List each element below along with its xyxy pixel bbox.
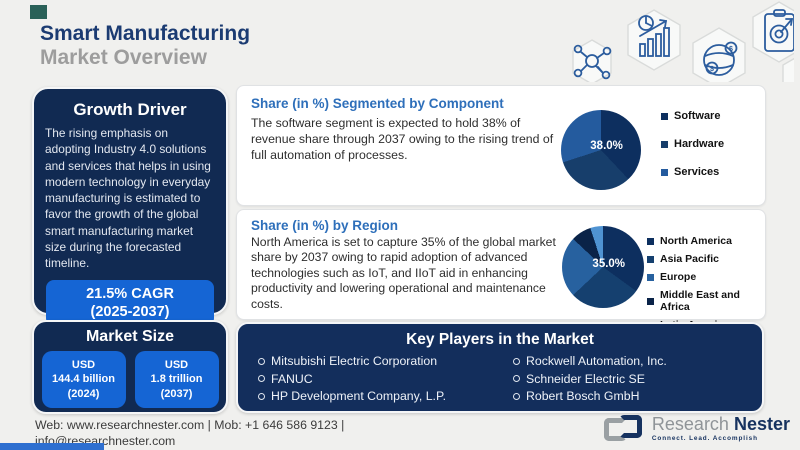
hexagon-outline bbox=[627, 9, 681, 71]
component-legend: Software Hardware Services bbox=[661, 110, 724, 194]
growth-chart-icon bbox=[638, 15, 670, 57]
cagr-badge: 21.5% CAGR (2025-2037) bbox=[46, 279, 214, 326]
market-size-value: 1.8 trillion bbox=[150, 373, 203, 386]
hexagon-outline bbox=[752, 1, 794, 63]
key-players-title: Key Players in the Market bbox=[406, 331, 594, 348]
region-pie-label: 35.0% bbox=[592, 257, 626, 270]
research-nester-logo: Research Nester Connect. Lead. Accomplis… bbox=[603, 413, 790, 442]
page-title-line1: Smart Manufacturing bbox=[40, 22, 251, 45]
key-player-item: Schneider Electric SE bbox=[513, 372, 667, 386]
svg-text:$: $ bbox=[729, 46, 733, 53]
growth-driver-text: The rising emphasis on adopting Industry… bbox=[45, 126, 211, 271]
key-player-item: Mitsubishi Electric Corporation bbox=[258, 354, 513, 368]
bullet-icon bbox=[258, 392, 265, 400]
page-title: Smart Manufacturing Market Overview bbox=[40, 22, 250, 71]
region-share-text: North America is set to capture 35% of t… bbox=[251, 235, 556, 311]
legend-label: Services bbox=[674, 166, 720, 178]
component-share-heading: Share (in %) Segmented by Component bbox=[251, 96, 504, 111]
bullet-icon bbox=[513, 375, 520, 382]
bullet-icon bbox=[258, 357, 265, 365]
market-size-panel: Market Size USD 144.4 billion (2024) USD… bbox=[32, 320, 228, 414]
component-pie-chart: 38.0% bbox=[561, 110, 641, 190]
market-size-year: (2037) bbox=[160, 387, 193, 400]
legend-swatch bbox=[661, 168, 668, 176]
growth-driver-panel: Growth Driver The rising emphasis on ado… bbox=[32, 87, 228, 326]
legend-swatch bbox=[647, 273, 654, 281]
legend-swatch bbox=[647, 237, 654, 245]
legend-item: Software bbox=[661, 110, 724, 122]
hexagon-decor: $ $ bbox=[572, 1, 794, 82]
market-size-currency: USD bbox=[71, 359, 96, 372]
region-pie-chart: 35.0% bbox=[562, 226, 644, 308]
market-size-2037-box: USD 1.8 trillion (2037) bbox=[134, 351, 219, 408]
cagr-period: (2025-2037) bbox=[90, 303, 170, 320]
teal-accent-square bbox=[30, 5, 47, 19]
target-clipboard-icon bbox=[764, 9, 794, 52]
region-share-card: Share (in %) by Region North America is … bbox=[236, 209, 766, 331]
hexagon-outline bbox=[782, 57, 794, 82]
footer-contact-line1: Web: www.researchnester.com | Mob: +1 64… bbox=[35, 418, 345, 432]
legend-item: Asia Pacific bbox=[647, 253, 765, 265]
legend-label: Europe bbox=[660, 271, 697, 283]
bullet-icon bbox=[258, 375, 265, 382]
market-size-year: (2024) bbox=[67, 387, 100, 400]
component-share-text: The software segment is expected to hold… bbox=[251, 116, 554, 163]
key-player-item: HP Development Company, L.P. bbox=[258, 389, 513, 403]
logo-brackets-icon bbox=[603, 414, 646, 442]
legend-swatch bbox=[661, 112, 668, 120]
component-pie-label: 38.0% bbox=[590, 140, 623, 152]
market-size-title: Market Size bbox=[85, 328, 175, 345]
legend-item: Europe bbox=[647, 271, 765, 283]
key-players-column-1: Mitsubishi Electric Corporation FANUC HP… bbox=[258, 354, 513, 407]
legend-label: Hardware bbox=[674, 138, 725, 150]
region-share-heading: Share (in %) by Region bbox=[251, 218, 399, 233]
legend-swatch bbox=[647, 297, 654, 305]
bullet-icon bbox=[513, 357, 520, 365]
legend-label: Software bbox=[674, 110, 721, 122]
legend-item: Hardware bbox=[661, 138, 724, 150]
key-players-column-2: Rockwell Automation, Inc. Schneider Elec… bbox=[513, 354, 667, 407]
logo-tagline: Connect. Lead. Accomplish bbox=[651, 434, 758, 442]
legend-swatch bbox=[661, 140, 668, 148]
key-player-item: FANUC bbox=[258, 372, 513, 386]
legend-label: North America bbox=[660, 235, 732, 247]
logo-bracket-navy bbox=[618, 415, 642, 438]
key-player-item: Rockwell Automation, Inc. bbox=[513, 354, 667, 368]
key-player-item: Robert Bosch GmbH bbox=[513, 389, 667, 403]
legend-label: Asia Pacific bbox=[660, 253, 719, 265]
legend-item: Services bbox=[661, 166, 724, 178]
growth-driver-title: Growth Driver bbox=[73, 100, 187, 119]
component-share-card: Share (in %) Segmented by Component The … bbox=[236, 85, 766, 206]
logo-word-nester: Nester bbox=[733, 413, 790, 434]
market-size-currency: USD bbox=[164, 359, 189, 372]
legend-label: Middle East and Africa bbox=[660, 289, 740, 313]
logo-bracket-gray bbox=[603, 418, 627, 441]
page-title-line2: Market Overview bbox=[40, 46, 207, 70]
market-size-value: 144.4 billion bbox=[52, 373, 115, 386]
logo-word-research: Research bbox=[651, 413, 729, 434]
bottom-accent-bar bbox=[0, 443, 104, 450]
key-players-panel: Key Players in the Market Mitsubishi Ele… bbox=[236, 322, 764, 413]
bullet-icon bbox=[513, 392, 520, 400]
analysis-network-icon bbox=[573, 44, 612, 80]
global-market-icon bbox=[703, 41, 738, 76]
market-size-2024-box: USD 144.4 billion (2024) bbox=[41, 351, 126, 408]
legend-item: Middle East and Africa bbox=[647, 289, 765, 313]
legend-item: North America bbox=[647, 235, 765, 247]
cagr-value: 21.5% CAGR bbox=[86, 285, 174, 302]
hexagon-outline bbox=[692, 27, 746, 82]
legend-swatch bbox=[647, 255, 654, 263]
svg-text:$: $ bbox=[710, 66, 714, 73]
